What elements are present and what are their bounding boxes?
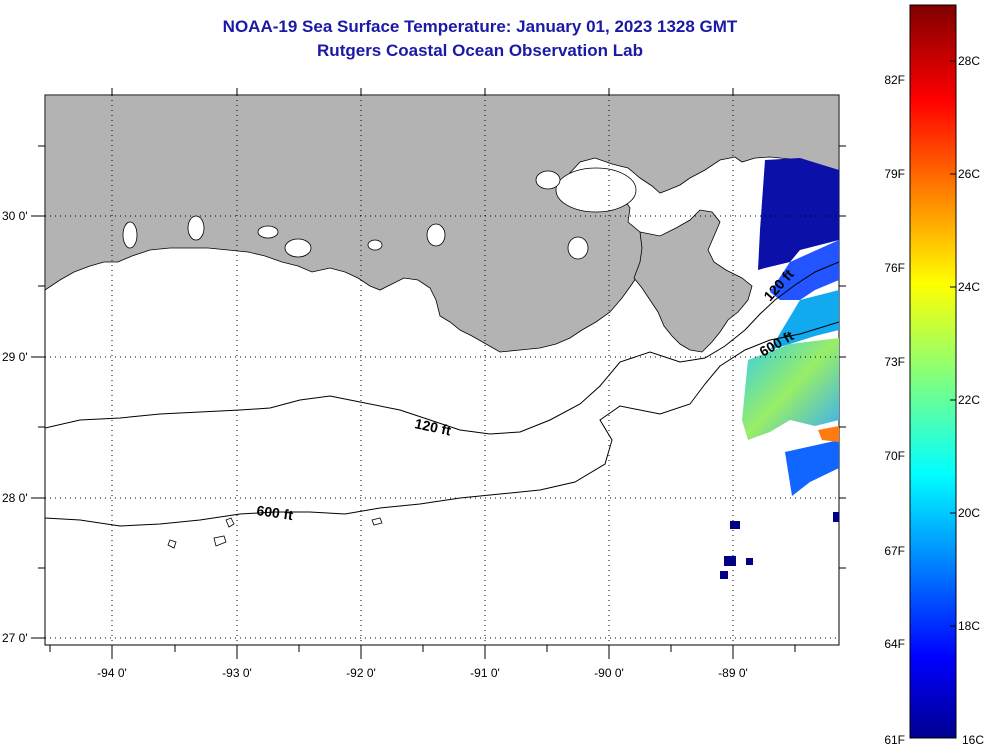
contour-label: 600 ft <box>256 502 295 523</box>
isobath-120ft <box>45 261 839 435</box>
tick-marks <box>31 88 846 659</box>
sst-pixel <box>720 571 728 579</box>
sst-patch-cold <box>758 158 839 270</box>
map-title: NOAA-19 Sea Surface Temperature: January… <box>222 17 738 36</box>
sst-pixel <box>730 521 740 529</box>
colorbar-f-label: 61F <box>884 733 905 747</box>
sst-pixel <box>724 556 736 566</box>
lake <box>535 170 561 190</box>
colorbar-c-label: 16C <box>962 733 984 747</box>
colorbar <box>909 4 957 739</box>
colorbar-f-label: 67F <box>884 544 905 558</box>
colorbar-c-label: 24C <box>958 280 980 294</box>
colorbar-c-label: 22C <box>958 393 980 407</box>
sst-pixel <box>833 512 839 522</box>
sst-patch-cool <box>770 240 839 300</box>
sst-patch-warm <box>742 338 839 440</box>
isobath-600ft-blob <box>225 517 235 528</box>
land-mass <box>45 95 839 353</box>
lake <box>426 223 446 247</box>
colorbar-ticks <box>950 60 956 627</box>
colorbar-f-label: 82F <box>884 73 905 87</box>
contour-label: 120 ft <box>413 415 452 438</box>
isobath-600ft-blob <box>213 535 227 547</box>
sst-patch-mid <box>770 290 839 350</box>
lat-label: 29 0' <box>2 350 28 364</box>
lake <box>187 215 205 241</box>
lake <box>122 221 138 249</box>
colorbar-f-label: 79F <box>884 167 905 181</box>
map-subtitle: Rutgers Coastal Ocean Observation Lab <box>317 41 643 60</box>
colorbar-c-label: 20C <box>958 506 980 520</box>
isobath-600ft-blob <box>167 539 177 549</box>
lake <box>257 225 279 239</box>
lat-label: 27 0' <box>2 631 28 645</box>
lon-label: -92 0' <box>346 666 376 680</box>
lon-label: -93 0' <box>222 666 252 680</box>
lake-pontchartrain <box>555 167 637 213</box>
colorbar-f-label: 76F <box>884 261 905 275</box>
isobath-600ft <box>45 321 839 527</box>
lat-label: 28 0' <box>2 491 28 505</box>
sst-patch-orange <box>818 426 839 442</box>
sst-pixel <box>746 558 753 565</box>
lake <box>284 238 312 258</box>
lat-label: 30 0' <box>2 209 28 223</box>
graticule <box>45 95 839 645</box>
isobath-600ft-blob <box>371 517 383 526</box>
lon-label: -91 0' <box>470 666 500 680</box>
lon-label: -90 0' <box>594 666 624 680</box>
colorbar-c-label: 28C <box>958 54 980 68</box>
colorbar-f-label: 70F <box>884 449 905 463</box>
colorbar-c-label: 26C <box>958 167 980 181</box>
colorbar-f-label: 64F <box>884 637 905 651</box>
lake <box>567 236 589 260</box>
lon-label: -94 0' <box>97 666 127 680</box>
lon-label: -89 0' <box>718 666 748 680</box>
colorbar-f-label: 73F <box>884 355 905 369</box>
lake <box>367 239 383 251</box>
colorbar-c-label: 18C <box>958 619 980 633</box>
sst-patch-south <box>785 440 839 496</box>
